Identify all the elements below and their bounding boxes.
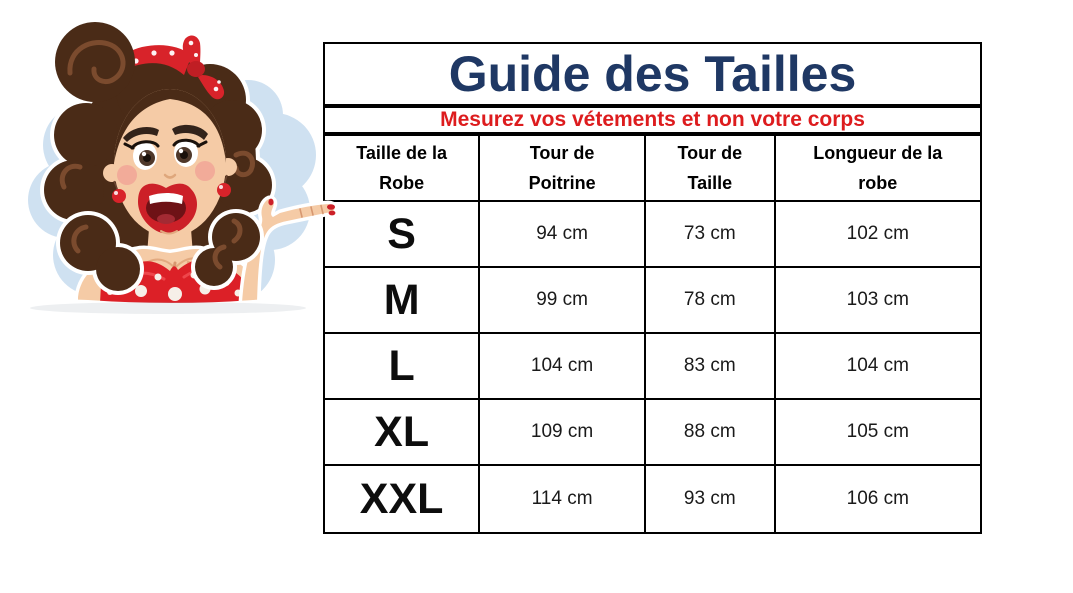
measurement-cell: 93 cm	[646, 466, 776, 532]
measurement-cell: 106 cm	[846, 488, 909, 509]
measurement-cell: 114 cm	[480, 466, 646, 532]
column-header-waist: Tour de Taille	[645, 136, 776, 202]
column-header-length: Longueur de la robe	[775, 136, 980, 202]
hair-fringe	[114, 89, 226, 163]
measurement-cell: 109 cm	[480, 400, 646, 466]
size-cell: L	[325, 334, 481, 400]
blush-left	[117, 165, 137, 185]
measurement-cell: 102 cm	[775, 202, 980, 268]
measurements-grid: Taille de la Robe Tour de Poitrine Tour …	[325, 136, 980, 532]
bottom-cut	[8, 298, 320, 317]
red-nails	[268, 198, 336, 216]
eyebrow-right	[172, 124, 208, 140]
soft-shadow	[30, 302, 306, 314]
pinup-woman-illustration	[8, 18, 339, 317]
column-header-bust: Tour de Poitrine	[480, 136, 646, 202]
size-cell: S	[325, 202, 481, 268]
eye-left	[123, 140, 160, 170]
presenting-hand	[238, 195, 339, 307]
measurement-cell: 105 cm	[775, 400, 980, 466]
measurement-cell: 99 cm	[480, 268, 646, 334]
measurement-cell: 83 cm	[645, 334, 776, 400]
front-curls	[56, 209, 264, 295]
hair-highlights	[59, 40, 255, 190]
column-header-size: Taille de la Robe	[325, 136, 481, 202]
hair-roll	[55, 22, 135, 102]
size-cell: XL	[325, 400, 481, 466]
measurement-cell: 104 cm	[775, 334, 980, 400]
guide-subtitle: Mesurez vos vétements et non votre corps	[325, 108, 980, 136]
page-title: Guide des Tailles	[325, 44, 980, 108]
size-cell: XXL	[325, 466, 481, 532]
size-guide-table: Guide des Tailles Mesurez vos vétements …	[323, 42, 982, 534]
measurement-cell: 73 cm	[645, 202, 776, 268]
bandana	[98, 35, 225, 100]
eye-right	[172, 138, 208, 167]
measurement-cell: 78 cm	[645, 268, 776, 334]
measurement-cell: 103 cm	[775, 268, 980, 334]
earrings	[112, 174, 231, 203]
measurement-cell: 88 cm	[645, 400, 776, 466]
chin-crease	[160, 230, 178, 235]
size-cell: M	[325, 268, 481, 334]
mouth	[138, 183, 197, 234]
nose	[163, 173, 177, 179]
blush-right	[195, 161, 215, 181]
eyebrow-left	[123, 126, 159, 142]
face	[114, 89, 226, 237]
measurement-cell: 94 cm	[480, 202, 646, 268]
measurement-cell: 104 cm	[480, 334, 646, 400]
